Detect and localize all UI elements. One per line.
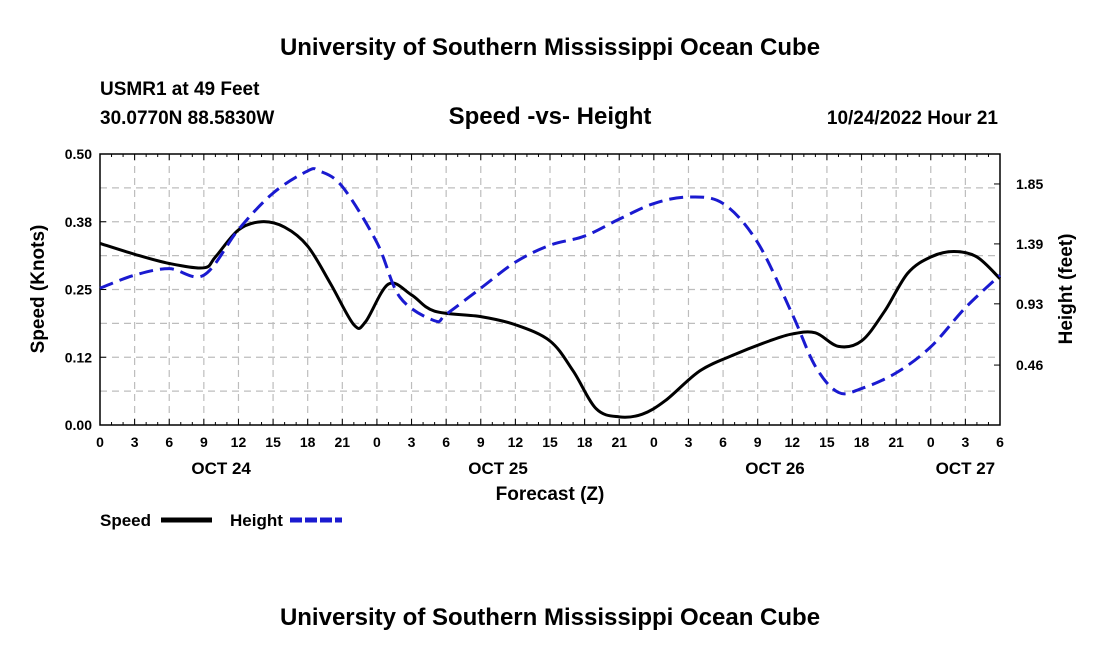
x-tick-label: 18 — [300, 434, 316, 450]
date-labels: OCT 24 OCT 25 OCT 26 OCT 27 — [191, 459, 995, 478]
x-tick-label: 6 — [996, 434, 1004, 450]
x-axis-labels: 0 3 6 9 12 15 18 21 0 3 6 9 12 15 18 21 0 3 6 9 12 15 18 21 0 3 6 — [96, 434, 1004, 450]
x-tick-label: 15 — [542, 434, 558, 450]
date-label: OCT 24 — [191, 459, 251, 478]
x-tick-label: 21 — [888, 434, 904, 450]
station-label: USMR1 at 49 Feet — [100, 79, 260, 100]
timestamp-label: 10/24/2022 Hour 21 — [827, 108, 999, 129]
x-tick-label: 3 — [685, 434, 693, 450]
x-tick-label: 18 — [854, 434, 870, 450]
y-left-tick-label: 0.50 — [65, 146, 92, 162]
y-left-tick-label: 0.25 — [65, 282, 92, 298]
x-tick-label: 9 — [754, 434, 762, 450]
x-tick-label: 3 — [408, 434, 416, 450]
x-tick-label: 0 — [650, 434, 658, 450]
chart-title: Speed -vs- Height — [449, 103, 652, 130]
location-label: 30.0770N 88.5830W — [100, 108, 274, 129]
grid-lines — [100, 154, 1000, 425]
y-right-tick-label: 1.85 — [1016, 176, 1043, 192]
y-right-tick-label: 0.46 — [1016, 357, 1043, 373]
x-tick-label: 12 — [785, 434, 801, 450]
x-tick-label: 0 — [96, 434, 104, 450]
x-tick-label: 6 — [719, 434, 727, 450]
date-label: OCT 25 — [468, 459, 528, 478]
y-left-tick-label: 0.00 — [65, 417, 92, 433]
left-axis-title: Speed (Knots) — [28, 225, 49, 354]
series-line-speed — [99, 220, 1002, 419]
axis-ticks — [99, 153, 1001, 426]
x-tick-label: 12 — [231, 434, 247, 450]
x-tick-label: 6 — [165, 434, 173, 450]
x-tick-label: 0 — [927, 434, 935, 450]
x-tick-label: 9 — [200, 434, 208, 450]
legend-speed-label: Speed — [100, 511, 151, 530]
y-left-tick-label: 0.12 — [65, 349, 92, 365]
x-tick-label: 15 — [819, 434, 835, 450]
x-tick-label: 3 — [961, 434, 969, 450]
x-tick-label: 0 — [373, 434, 381, 450]
y-right-tick-label: 1.39 — [1016, 236, 1043, 252]
series-line-height — [99, 167, 1002, 396]
y-left-tick-label: 0.38 — [65, 214, 92, 230]
x-tick-label: 12 — [508, 434, 524, 450]
legend-height-label: Height — [230, 511, 283, 530]
x-axis-title: Forecast (Z) — [496, 484, 605, 505]
footer-title: University of Southern Mississippi Ocean… — [280, 604, 820, 631]
series-lines — [99, 167, 1002, 419]
page-title: University of Southern Mississippi Ocean… — [280, 34, 820, 61]
legend: Speed Height — [100, 511, 342, 530]
x-tick-label: 15 — [265, 434, 281, 450]
x-tick-label: 18 — [577, 434, 593, 450]
y-right-tick-label: 0.93 — [1016, 296, 1043, 312]
date-label: OCT 27 — [936, 459, 996, 478]
date-label: OCT 26 — [745, 459, 805, 478]
x-tick-label: 21 — [335, 434, 351, 450]
x-tick-label: 6 — [442, 434, 450, 450]
right-axis-labels: 0.46 0.93 1.39 1.85 — [1016, 176, 1043, 373]
x-tick-label: 21 — [611, 434, 627, 450]
left-axis-labels: 0.00 0.12 0.25 0.38 0.50 — [65, 146, 92, 433]
x-tick-label: 3 — [131, 434, 139, 450]
x-tick-label: 9 — [477, 434, 485, 450]
right-axis-title: Height (feet) — [1056, 234, 1077, 345]
